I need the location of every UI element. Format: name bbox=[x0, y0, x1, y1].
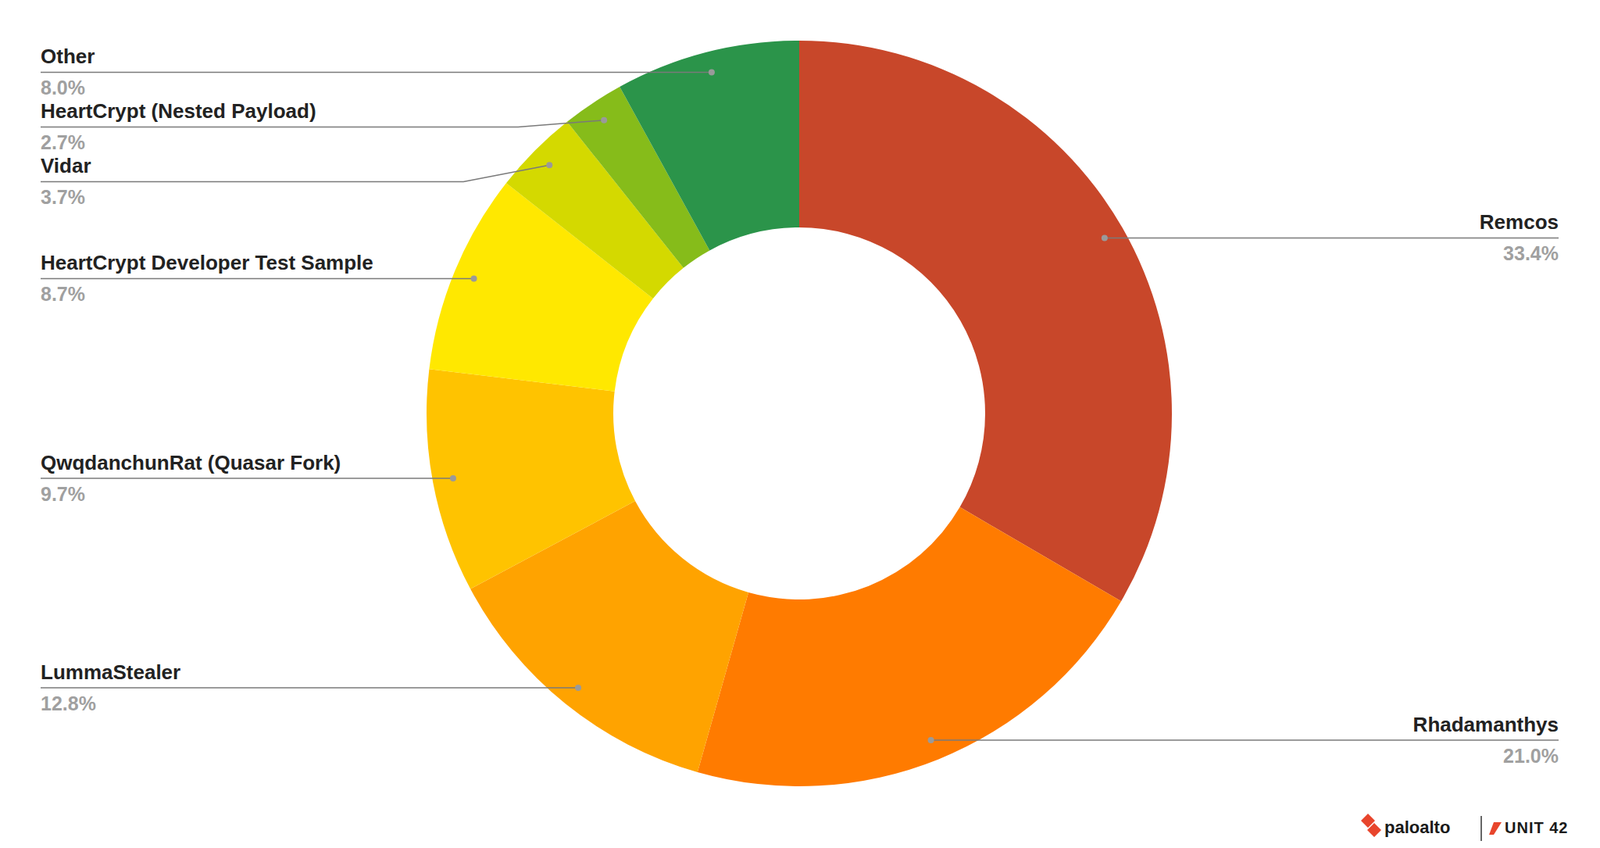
category-label: HeartCrypt Developer Test Sample bbox=[40, 250, 374, 275]
leader-dot bbox=[450, 475, 457, 482]
leader-line bbox=[931, 739, 1559, 741]
category-label: Other bbox=[40, 44, 95, 68]
labels: Remcos 33.4% Rhadamanthys 21.0% LummaStealer… bbox=[40, 44, 1559, 767]
value-label: 8.0% bbox=[40, 76, 86, 99]
leader-dot bbox=[1101, 234, 1108, 241]
slice bbox=[697, 507, 1122, 786]
category-label: HeartCrypt (Nested Payload) bbox=[40, 99, 317, 123]
logo-text: UNIT 42 bbox=[1504, 818, 1568, 836]
logo-icon bbox=[1489, 821, 1502, 835]
value-label: 9.7% bbox=[40, 482, 86, 505]
category-label: LummaStealer bbox=[40, 660, 181, 684]
leader-line bbox=[40, 71, 712, 74]
leader-line bbox=[40, 278, 475, 280]
value-label: 2.7% bbox=[40, 131, 86, 154]
logo: paloalto UNIT 42 bbox=[1360, 813, 1568, 841]
value-label: 8.7% bbox=[40, 282, 86, 305]
slice bbox=[426, 368, 636, 589]
leader-dot bbox=[546, 161, 553, 168]
leader-dot bbox=[600, 117, 608, 124]
category-label: QwqdanchunRat (Quasar Fork) bbox=[40, 450, 341, 475]
leader-line bbox=[1104, 237, 1559, 240]
leader-line bbox=[40, 477, 454, 479]
category-label: Rhadamanthys bbox=[1413, 712, 1559, 736]
leader-line bbox=[40, 164, 550, 182]
slices bbox=[426, 40, 1172, 786]
category-label: Remcos bbox=[1479, 210, 1559, 234]
chart: Remcos 33.4% Rhadamanthys 21.0% LummaStealer… bbox=[0, 0, 1600, 848]
leader-line bbox=[40, 686, 579, 689]
logo-text: paloalto bbox=[1384, 817, 1450, 837]
value-label: 3.7% bbox=[40, 185, 86, 208]
category-label: Vidar bbox=[40, 153, 92, 178]
leader-dot bbox=[575, 684, 582, 691]
value-label: 21.0% bbox=[1503, 744, 1559, 767]
logo-icon bbox=[1360, 813, 1382, 837]
leader-dot bbox=[708, 68, 715, 75]
logo-divider bbox=[1480, 815, 1483, 841]
slice bbox=[799, 40, 1172, 601]
leader-dot bbox=[471, 275, 478, 282]
leader-dot bbox=[928, 736, 935, 743]
value-label: 33.4% bbox=[1503, 242, 1559, 265]
value-label: 12.8% bbox=[40, 692, 97, 715]
